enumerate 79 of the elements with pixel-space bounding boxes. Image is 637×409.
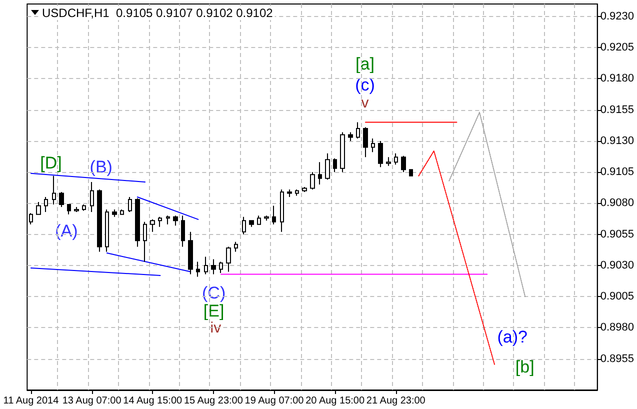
y-tick-label: 0.9105 [600, 166, 634, 178]
candlestick [295, 189, 299, 196]
candlestick [394, 152, 398, 166]
candlestick [158, 216, 162, 228]
y-tick-label: 0.9080 [600, 197, 634, 210]
candlestick [378, 140, 383, 168]
candlestick [82, 204, 86, 212]
candlestick [287, 189, 292, 198]
candlestick [90, 182, 94, 212]
x-tick-label: 14 Aug 15:00 [123, 396, 183, 406]
candlestick [128, 196, 132, 212]
y-tick-label: 0.9005 [600, 290, 634, 303]
candlestick [401, 155, 406, 173]
candlestick [181, 215, 185, 248]
candlestick [29, 212, 33, 225]
annotation: [D] [40, 154, 62, 172]
y-tick-label: 0.9130 [600, 134, 634, 147]
candlestick [249, 220, 254, 228]
y-tick-label: 0.9155 [600, 104, 634, 116]
candlestick [112, 208, 117, 218]
candlestick [211, 258, 216, 275]
candlestick [204, 256, 208, 275]
candlestick [188, 231, 193, 275]
candlestick [310, 172, 315, 190]
candlestick [226, 246, 231, 272]
candlestick [150, 218, 155, 232]
candlestick [36, 201, 41, 215]
candlestick [340, 132, 345, 173]
y-tick-label: 0.9030 [600, 259, 634, 272]
x-tick-label: 20 Aug 15:00 [306, 396, 365, 406]
candlestick [74, 206, 79, 212]
candlestick [196, 261, 200, 278]
candlestick [371, 138, 375, 153]
candlestick [166, 215, 170, 225]
x-tick-label: 11 Aug 2014 [3, 396, 60, 406]
x-tick-label: 21 Aug 23:00 [366, 396, 426, 406]
candlestick [280, 189, 284, 232]
candlestick [363, 126, 368, 158]
candlestick [302, 186, 307, 193]
y-tick-label: 0.8955 [600, 352, 634, 365]
candlestick [143, 221, 147, 262]
annotation: (c) [355, 76, 375, 94]
candlestick [173, 215, 178, 226]
candlestick [67, 204, 71, 215]
y-tick-label: 0.9230 [600, 10, 634, 22]
x-tick-label: 15 Aug 23:00 [184, 396, 244, 406]
y-tick-label: 0.8980 [600, 322, 634, 334]
annotation: [E] [203, 302, 224, 320]
candlestick [325, 152, 330, 180]
candlestick [257, 215, 261, 225]
candlestick [386, 156, 391, 166]
candlestick [219, 261, 223, 274]
candlestick [135, 198, 140, 248]
candlestick [234, 241, 238, 252]
candlestick [272, 205, 276, 225]
candlestick [59, 192, 64, 208]
candlestick [105, 208, 109, 252]
annotation: (B) [90, 158, 112, 176]
y-tick-label: 0.9180 [600, 72, 634, 85]
y-tick-label: 0.9055 [600, 228, 634, 240]
candlestick [120, 208, 124, 215]
candlestick [264, 215, 269, 222]
candlestick [52, 175, 56, 205]
candlestick [356, 122, 360, 139]
candlestick [242, 216, 246, 235]
x-tick-label: 13 Aug 07:00 [62, 396, 122, 406]
x-tick-label: 19 Aug 07:00 [244, 396, 304, 406]
candlestick [348, 132, 353, 142]
annotation: (a)? [497, 328, 528, 346]
candlestick [44, 196, 48, 212]
candlestick [97, 189, 102, 252]
candlestick [333, 158, 337, 173]
y-tick-label: 0.9205 [600, 42, 634, 54]
chart-title: USDCHF,H1 0.9105 0.9107 0.9102 0.9102 [42, 6, 274, 20]
candlestick [409, 169, 413, 176]
annotation: [b] [515, 358, 534, 376]
candlestick [318, 162, 322, 186]
annotation: v [361, 94, 370, 112]
annotation: [a] [356, 54, 374, 74]
